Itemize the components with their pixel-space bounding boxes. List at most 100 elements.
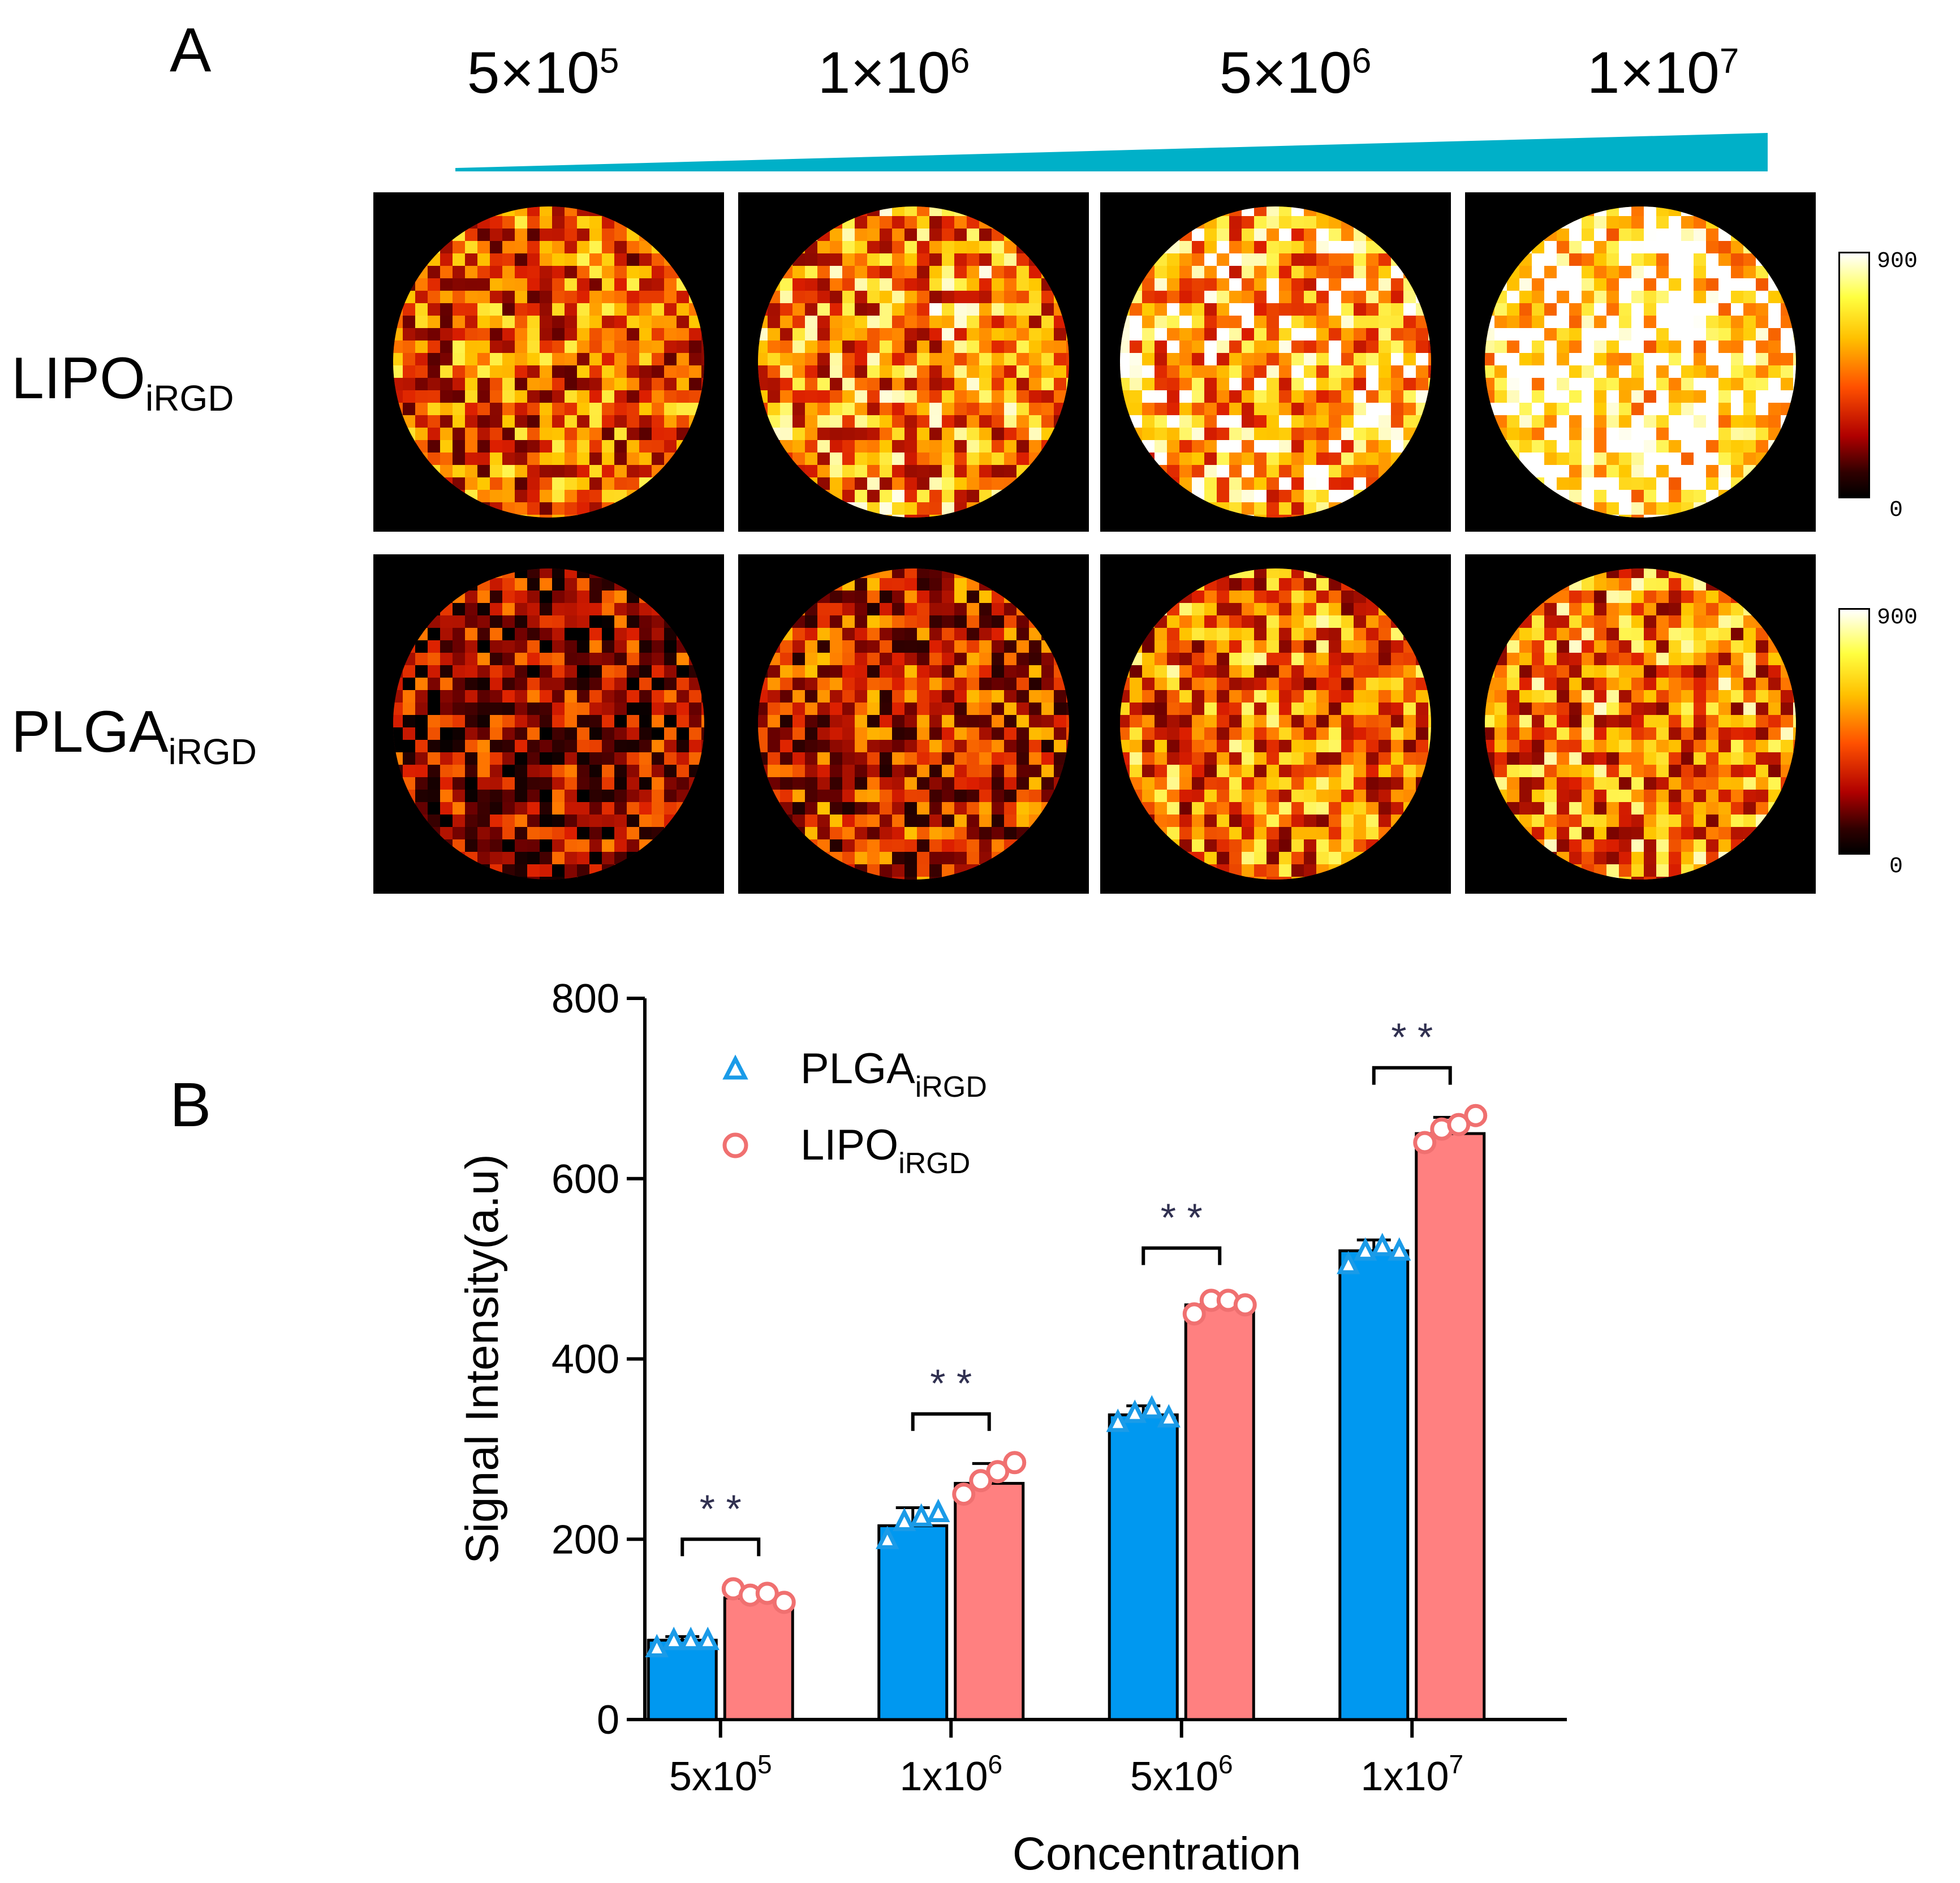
data-point-triangle (1106, 1408, 1130, 1432)
data-point-triangle (1371, 1233, 1394, 1256)
significance-bracket (1372, 1066, 1452, 1085)
data-point-triangle (1388, 1237, 1411, 1261)
mri-phantom-image (738, 554, 1089, 894)
mri-phantom-image (1100, 554, 1451, 894)
x-tick-exponent: 6 (988, 1750, 1003, 1779)
data-point-circle (969, 1469, 993, 1493)
colorbar-bottom (1838, 608, 1870, 855)
concentration-exponent: 5 (599, 41, 619, 81)
legend-marker-circle (722, 1132, 748, 1158)
data-point-circle (1447, 1113, 1471, 1136)
x-tick-base: 1x10 (899, 1754, 988, 1799)
mri-phantom-image (738, 192, 1089, 532)
data-point-circle (1413, 1131, 1437, 1154)
concentration-label: 1×107 (1533, 40, 1793, 107)
row-label-subscript: iRGD (168, 731, 257, 772)
concentration-exponent: 6 (950, 41, 970, 81)
bar (723, 1596, 794, 1721)
concentration-base: 5×10 (1219, 40, 1352, 106)
significance-label: * * (1161, 1195, 1203, 1239)
concentration-label: 1×106 (764, 40, 1024, 107)
bar (1415, 1132, 1486, 1721)
legend-label-base: LIPO (800, 1121, 898, 1169)
concentration-label: 5×106 (1165, 40, 1425, 107)
x-tick-label: 5x105 (669, 1750, 772, 1799)
data-point-triangle (645, 1634, 669, 1657)
mri-phantom-image (1465, 192, 1816, 532)
concentration-base: 1×10 (1587, 40, 1720, 106)
colorbar-top-min: 0 (1889, 498, 1903, 523)
legend-marker-triangle (722, 1054, 748, 1080)
x-tick-exponent: 7 (1449, 1750, 1464, 1779)
colorbar-top (1838, 252, 1870, 498)
data-point-triangle (927, 1498, 950, 1522)
data-point-circle (1233, 1293, 1257, 1317)
data-point-triangle (910, 1503, 933, 1527)
x-tick-base: 1x10 (1360, 1754, 1449, 1799)
panel-b-label: B (170, 1070, 212, 1140)
data-point-triangle (662, 1626, 686, 1651)
data-point-triangle (1140, 1395, 1164, 1419)
data-point-triangle (893, 1507, 916, 1531)
colorbar-bottom-min: 0 (1889, 854, 1903, 880)
data-point-triangle (1157, 1404, 1181, 1428)
x-tick-base: 5x10 (669, 1754, 757, 1799)
colorbar-bottom-max: 900 (1877, 605, 1918, 631)
concentration-base: 1×10 (817, 40, 950, 106)
concentration-label: 5×105 (413, 40, 673, 107)
y-tick-label: 200 (552, 1517, 619, 1562)
data-point-triangle (696, 1626, 720, 1651)
x-tick-exponent: 5 (757, 1750, 772, 1779)
bar (1108, 1413, 1179, 1721)
concentration-exponent: 7 (1719, 41, 1739, 81)
concentration-exponent: 6 (1351, 41, 1372, 81)
legend-label-base: PLGA (800, 1045, 915, 1093)
y-axis-title: Signal Intensity(a.u) (456, 1154, 508, 1564)
bar (954, 1481, 1025, 1721)
x-axis-title: Concentration (1013, 1828, 1302, 1880)
data-point-triangle (876, 1526, 899, 1549)
mri-phantom-image (373, 554, 724, 894)
data-point-circle (1182, 1302, 1206, 1326)
data-point-circle (986, 1460, 1010, 1484)
mri-phantom-image (373, 192, 724, 532)
colorbar-top-max: 900 (1877, 249, 1918, 274)
data-point-circle (755, 1582, 779, 1605)
row-label-subscript: iRGD (145, 377, 234, 419)
significance-bracket (1141, 1246, 1222, 1265)
x-tick-label: 1x107 (1360, 1750, 1463, 1799)
significance-label: * * (930, 1361, 972, 1406)
data-point-triangle (1337, 1251, 1360, 1274)
legend-label: LIPOiRGD (800, 1121, 970, 1180)
row-label: PLGAiRGD (11, 699, 257, 770)
panel-a-label: A (170, 15, 212, 85)
significance-label: * * (1391, 1015, 1433, 1059)
bar (1338, 1249, 1410, 1721)
bar-chart: 0 200 400 600 800 Signal Intensity(a.u) Concen… (456, 976, 1567, 1880)
mri-phantom-image (1465, 554, 1816, 894)
y-tick-label: 600 (552, 1157, 619, 1202)
significance-bracket (911, 1412, 991, 1431)
y-tick-label: 0 (597, 1697, 619, 1743)
concentration-gradient-wedge (455, 133, 1768, 171)
concentration-base: 5×10 (467, 40, 600, 106)
row-label: LIPOiRGD (11, 345, 234, 416)
data-point-triangle (1354, 1237, 1377, 1261)
legend-label-subscript: iRGD (898, 1147, 970, 1180)
y-tick-label: 800 (552, 976, 619, 1022)
x-tick-label: 5x106 (1130, 1750, 1233, 1799)
x-tick-exponent: 6 (1218, 1750, 1233, 1779)
data-point-circle (1003, 1451, 1027, 1475)
legend-label: PLGAiRGD (800, 1045, 987, 1104)
legend-label-subscript: iRGD (915, 1071, 987, 1104)
bar (877, 1524, 949, 1721)
significance-bracket (680, 1537, 761, 1557)
data-point-triangle (679, 1626, 703, 1651)
mri-phantom-image (1100, 192, 1451, 532)
data-point-circle (772, 1591, 796, 1614)
data-point-triangle (1123, 1399, 1147, 1423)
data-point-circle (1464, 1104, 1488, 1127)
bar (1184, 1303, 1255, 1721)
row-label-base: PLGA (11, 699, 169, 765)
x-tick-label: 1x106 (899, 1750, 1002, 1799)
